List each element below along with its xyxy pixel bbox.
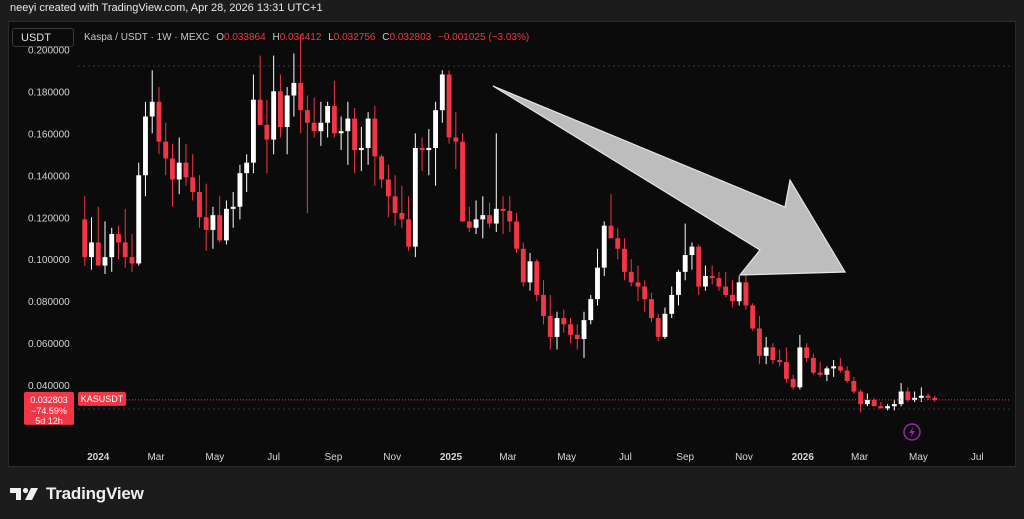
tradingview-logo-icon [10,487,38,500]
currency-button[interactable]: USDT [12,28,74,47]
close-key: C [382,32,390,43]
change-value: −0.001025 (−3.03%) [438,32,530,43]
brand-name: TradingView [46,484,144,503]
close-value: 0.032803 [389,32,432,43]
chart-legend: Kaspa / USDT · 1W · MEXC O0.033864 H0.03… [84,32,533,43]
open-key: O [216,32,224,43]
brand-footer[interactable]: TradingView [10,484,144,504]
low-key: L [328,32,334,43]
chart-credit: neeyi created with TradingView.com, Apr … [10,2,323,14]
open-value: 0.033864 [223,32,266,43]
chart-panel[interactable] [8,21,1016,467]
low-value: 0.032756 [333,32,376,43]
symbol-title[interactable]: Kaspa / USDT · 1W · MEXC [84,32,210,43]
high-key: H [272,32,280,43]
high-value: 0.034412 [279,32,322,43]
